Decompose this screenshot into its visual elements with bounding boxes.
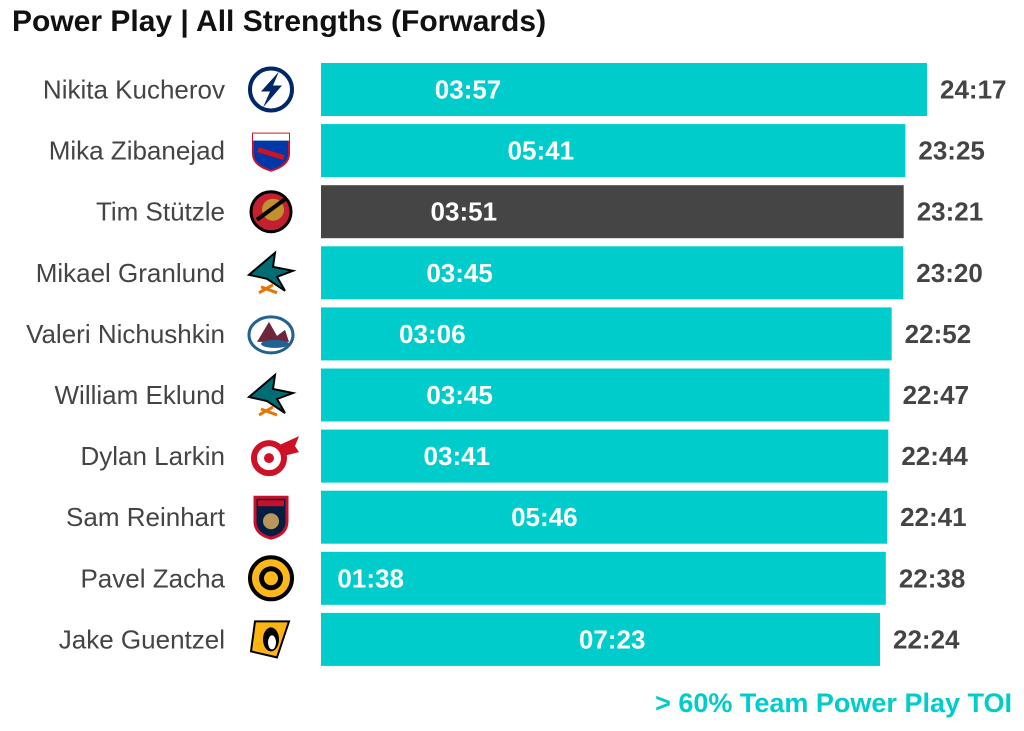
boston-bruins-logo-icon <box>248 555 294 602</box>
bar <box>321 368 890 422</box>
toi-label: 22:47 <box>903 380 970 410</box>
player-name-label: Pavel Zacha <box>80 563 225 593</box>
pp-toi-label: 03:45 <box>426 380 493 410</box>
detroit-red-wings-logo-icon <box>251 436 299 477</box>
bar <box>321 185 904 239</box>
ottawa-senators-logo-icon <box>249 190 293 234</box>
player-name-label: Mika Zibanejad <box>49 136 225 166</box>
new-york-rangers-logo-icon <box>252 132 290 172</box>
bar <box>321 246 904 300</box>
bar-row: Dylan Larkin 03:41 22:44 <box>80 429 968 483</box>
bar-row: Jake Guentzel 07:23 22:24 <box>59 612 960 666</box>
bar-row: Valeri Nichushkin 03:06 22:52 <box>26 307 972 361</box>
san-jose-sharks-logo-icon <box>246 372 297 417</box>
toi-label: 22:24 <box>893 624 960 654</box>
bar-row: Mikael Granlund 03:45 23:20 <box>36 246 983 300</box>
san-jose-sharks-logo-icon <box>246 250 297 295</box>
bar-row: Nikita Kucherov 03:57 24:17 <box>43 63 1007 116</box>
player-name-label: Jake Guentzel <box>59 624 225 654</box>
bar-row: Pavel Zacha 01:38 22:38 <box>80 551 966 605</box>
tampa-bay-lightning-logo-icon <box>248 66 294 113</box>
bar-row: Tim Stützle 03:51 23:21 <box>96 185 984 239</box>
toi-label: 23:25 <box>918 136 985 166</box>
toi-label: 22:41 <box>900 502 967 532</box>
player-name-label: Nikita Kucherov <box>43 75 225 105</box>
toi-label: 22:52 <box>905 319 972 349</box>
bar <box>321 307 892 361</box>
toi-label: 23:21 <box>917 197 984 227</box>
pp-toi-label: 01:38 <box>337 563 404 593</box>
bar-row: Mika Zibanejad 05:41 23:25 <box>49 124 985 178</box>
pp-toi-label: 03:06 <box>399 319 466 349</box>
bar <box>321 429 889 483</box>
toi-label: 22:44 <box>901 441 968 471</box>
bar-row: Sam Reinhart 05:46 22:41 <box>66 490 967 544</box>
footnote: > 60% Team Power Play TOI <box>655 688 1012 718</box>
bar <box>321 490 888 544</box>
toi-label: 22:38 <box>899 563 966 593</box>
bar <box>321 551 886 605</box>
bar <box>321 63 927 116</box>
pp-toi-label: 03:41 <box>424 441 491 471</box>
player-name-label: William Eklund <box>55 380 226 410</box>
pp-toi-label: 03:51 <box>431 197 498 227</box>
pp-toi-label: 07:23 <box>579 624 646 654</box>
player-name-label: Dylan Larkin <box>80 441 225 471</box>
player-name-label: Valeri Nichushkin <box>26 319 225 349</box>
toi-label: 24:17 <box>940 75 1007 105</box>
pp-toi-label: 03:57 <box>435 75 502 105</box>
pp-toi-label: 05:41 <box>508 136 575 166</box>
player-name-label: Mikael Granlund <box>36 258 225 288</box>
pittsburgh-penguins-logo-icon <box>249 620 291 659</box>
player-name-label: Tim Stützle <box>96 197 225 227</box>
bar <box>321 124 906 178</box>
bar <box>321 612 881 666</box>
bar-row: William Eklund 03:45 22:47 <box>55 368 970 422</box>
player-name-label: Sam Reinhart <box>66 502 226 532</box>
florida-panthers-logo-icon <box>253 495 289 540</box>
toi-label: 23:20 <box>916 258 983 288</box>
colorado-avalanche-logo-icon <box>247 315 295 355</box>
pp-toi-label: 03:45 <box>426 258 493 288</box>
chart-title: Power Play | All Strengths (Forwards) <box>12 5 547 38</box>
pp-toi-label: 05:46 <box>511 502 578 532</box>
